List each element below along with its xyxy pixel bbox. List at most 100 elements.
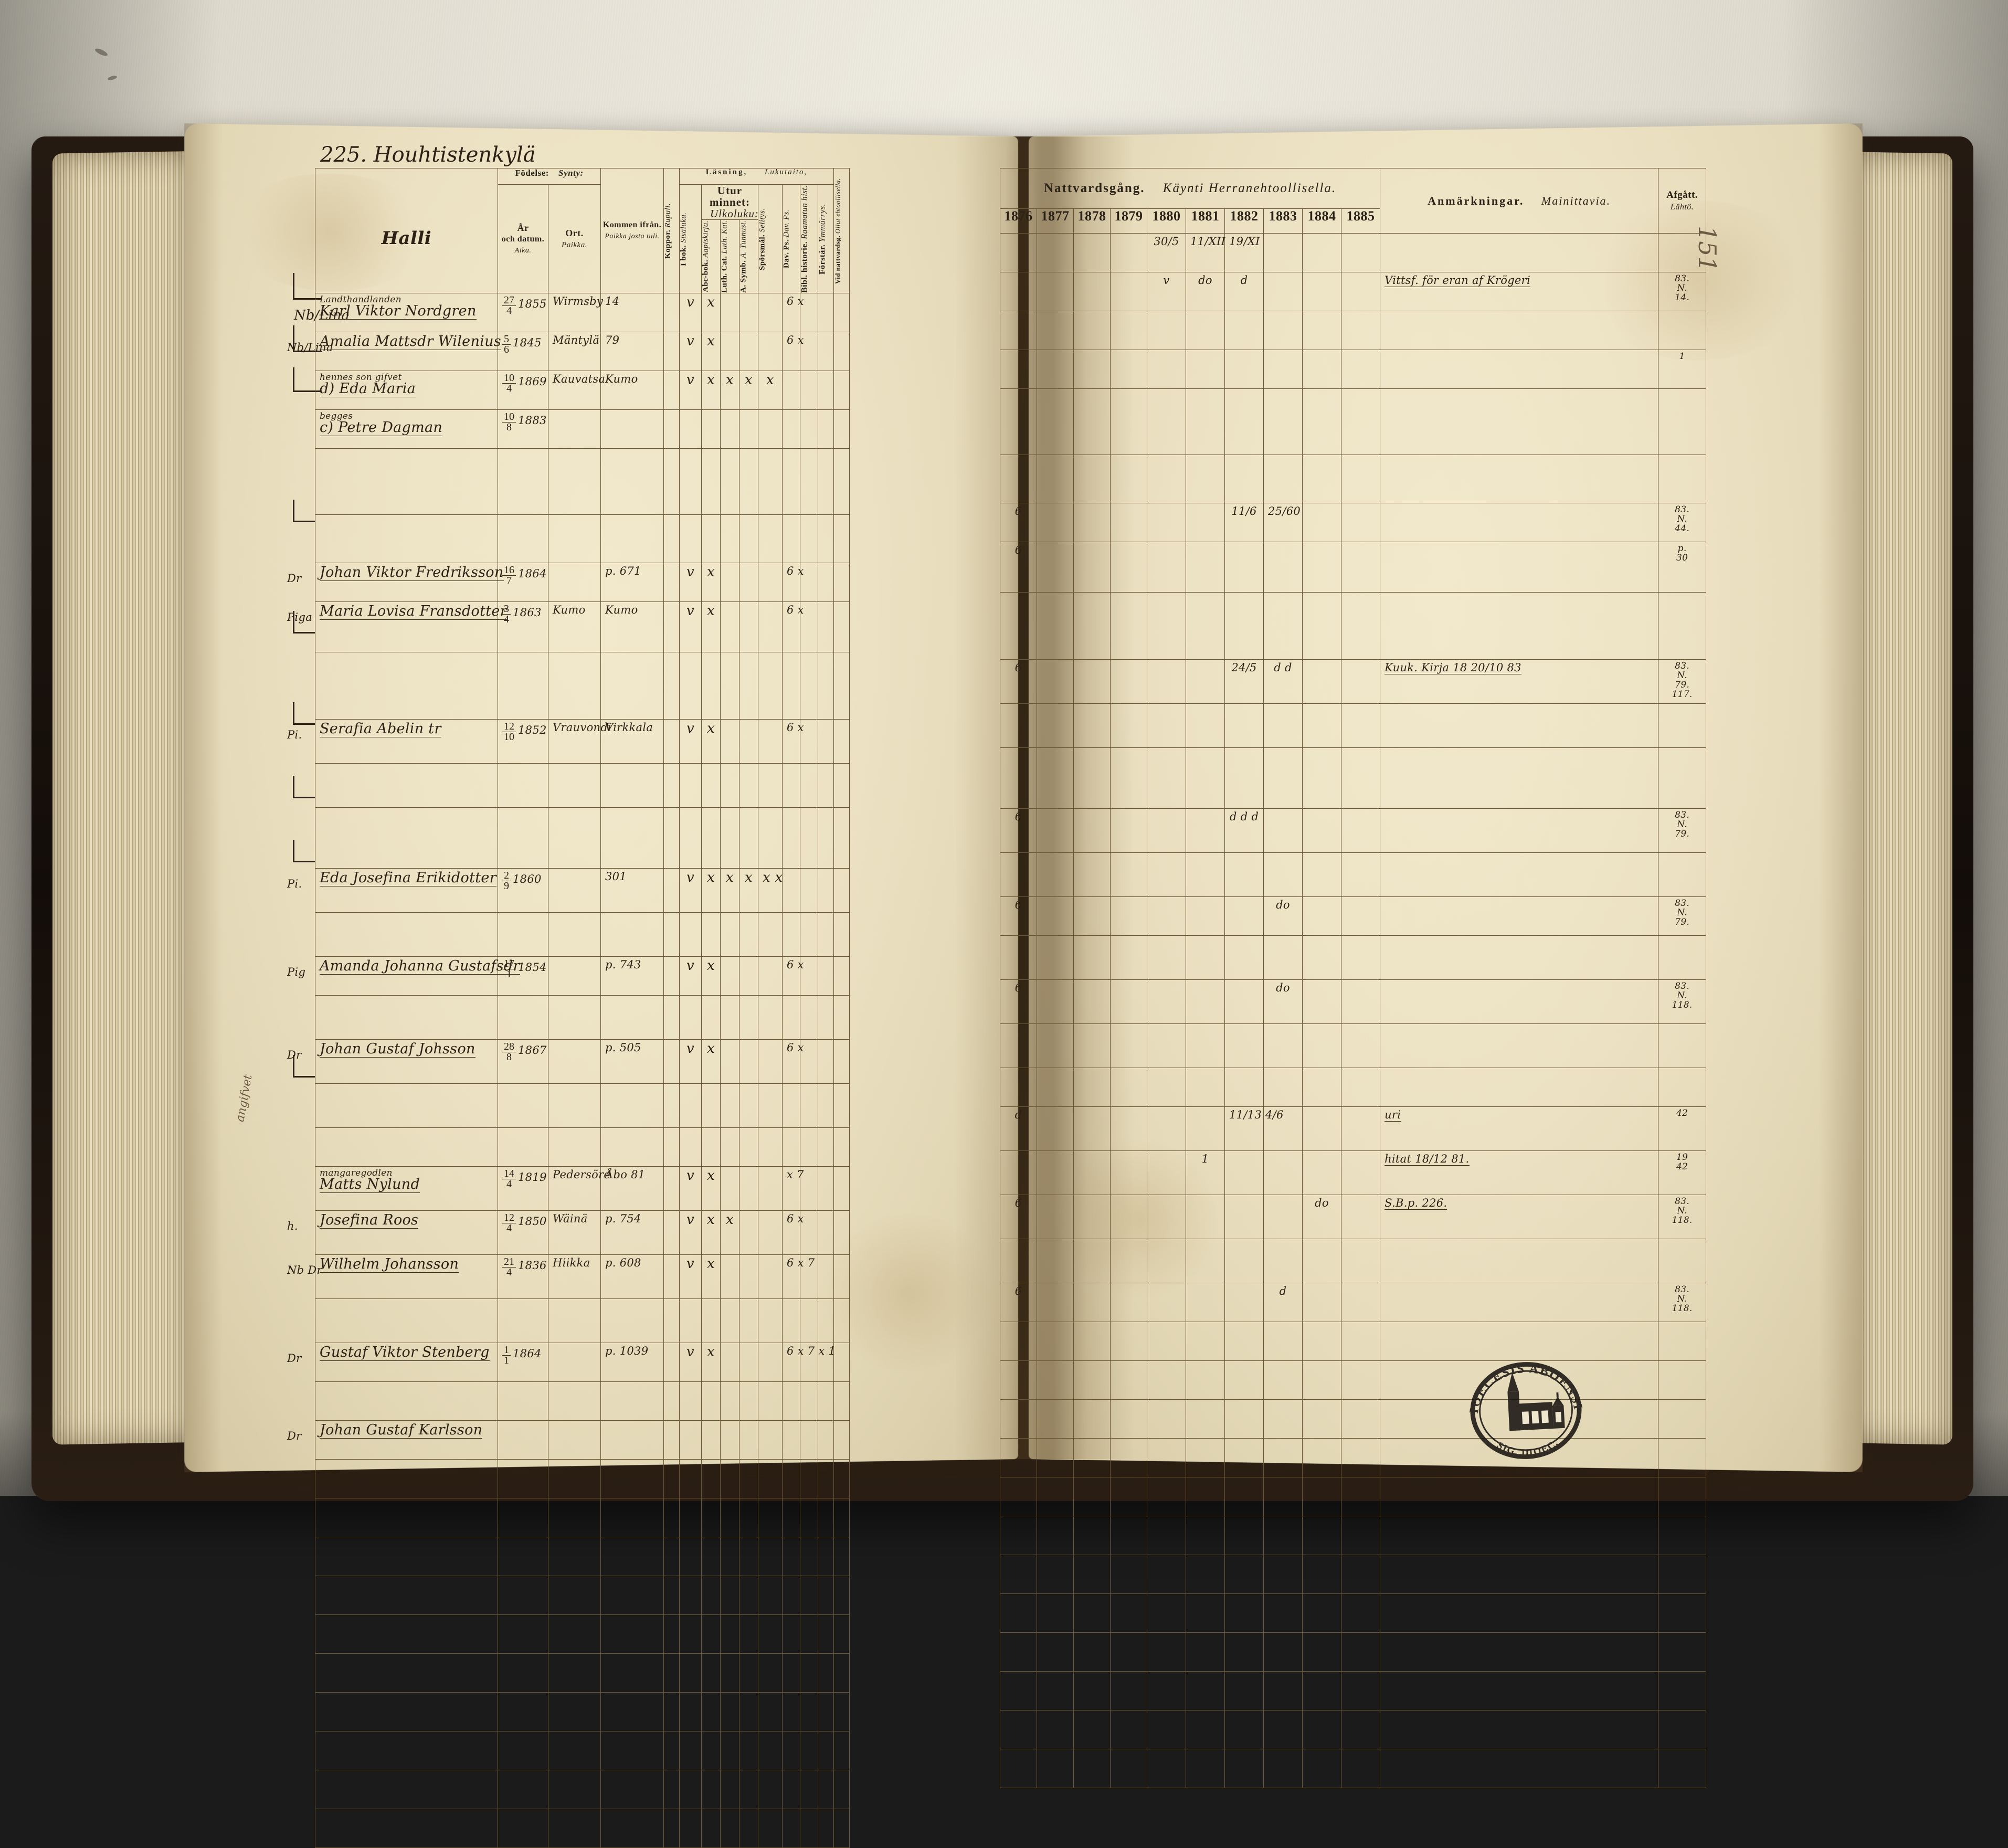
name-cell: Amanda Johanna Gustafsdr Pig: [287, 956, 520, 996]
table-row: [1000, 747, 1707, 809]
name-cell: begges c) Petre Dagman: [315, 409, 498, 449]
communion-year-1884: 1884: [1302, 208, 1341, 234]
remarks-cell: [1380, 1023, 1659, 1068]
communion-year-1881: 1881: [1186, 208, 1225, 234]
register-table-right: Nattvardsgång. Käynti Herranehtoollisell…: [999, 168, 1707, 1788]
departed-cell: [1658, 311, 1707, 350]
table-row: [315, 1083, 966, 1128]
table-row: [1000, 1593, 1707, 1633]
departed-cell: 83. N. 118.: [1658, 1195, 1707, 1239]
departed-cell: [1658, 1632, 1707, 1672]
remarks-cell: [1380, 1239, 1659, 1283]
communion-year-1880: 1880: [1147, 208, 1186, 234]
departed-cell: 83. N. 118.: [1658, 979, 1707, 1024]
table-row: 6 24/5 d d Kuuk. Kirja 18 20/10 83 83. N. …: [1000, 659, 1707, 704]
departed-cell: [1658, 1068, 1707, 1107]
status-prefix: Dr: [287, 1430, 302, 1442]
name-cell: [315, 1653, 498, 1693]
entry-bracket: [293, 325, 322, 352]
departed-cell: [1658, 1749, 1707, 1788]
table-row: Landthandlanden Karl Viktor Nordgren 27 4 18…: [315, 293, 966, 332]
remarks-cell: uri: [1380, 1106, 1659, 1151]
departed-cell: [1658, 852, 1707, 897]
departed-cell: [1658, 747, 1707, 809]
remarks-cell: [1380, 1322, 1659, 1361]
table-row: 30/5 11/XII 19/XI: [1000, 233, 1707, 272]
departed-cell: 1: [1658, 350, 1707, 389]
table-row: [315, 995, 966, 1040]
table-row: [1000, 1023, 1707, 1068]
departed-cell: 83. N. 79.: [1658, 808, 1707, 853]
name-cell: Johan Gustaf Johsson Dr: [287, 1039, 498, 1084]
remarks-cell: [1380, 1593, 1659, 1633]
birth-header-sv: Födelse:: [515, 168, 549, 178]
table-row: mangaregodlen Matts Nylund 14 4 1819 Pedersör…: [315, 1166, 966, 1211]
remarks-cell: [1380, 1283, 1659, 1322]
year-label: 1878: [1077, 208, 1106, 224]
table-row: Johan Gustaf Karlsson Dr: [287, 1420, 966, 1460]
table-row: Wilhelm Johansson Nb Dr 21 4 1836 Hiikka p. 60…: [287, 1254, 966, 1299]
person-name: Karl Viktor Nordgren: [320, 302, 477, 320]
name-cell: [315, 448, 498, 515]
name-cell: [315, 1770, 498, 1809]
table-row: v do d Vittsf. för eran af Krögeri 83. N. 1…: [1000, 272, 1707, 311]
communion-year-1878: 1878: [1073, 208, 1111, 234]
name-cell: [315, 1731, 498, 1770]
remarks-cell: [1380, 1749, 1659, 1788]
entry-bracket: [293, 500, 315, 522]
table-row: 6 p. 30: [1000, 542, 1707, 593]
table-row: [315, 807, 966, 869]
remarks-cell: [1380, 808, 1659, 853]
departed-cell: 19 42: [1658, 1150, 1707, 1195]
person-name: Johan Viktor Fredriksson: [320, 564, 504, 582]
departed-cell: [1658, 703, 1707, 748]
remarks-cell: [1380, 542, 1659, 593]
year-label: 1877: [1041, 208, 1070, 224]
name-cell: [315, 1498, 498, 1537]
table-row: [1000, 852, 1707, 897]
person-name: Josefina Roos: [320, 1212, 419, 1229]
table-row: [1000, 1749, 1707, 1788]
name-cell: [315, 1692, 498, 1731]
departed-cell: 83. N. 79.: [1658, 896, 1707, 936]
person-name: Amalia Mattsdr Wilenius: [320, 333, 501, 351]
name-cell: [315, 912, 498, 957]
departed-cell: [1658, 1477, 1707, 1516]
name-cell: [315, 1537, 498, 1576]
entry-bracket: [293, 611, 315, 633]
remarks-cell: [1380, 592, 1659, 660]
departed-cell: [1658, 1239, 1707, 1283]
birth-date-cell: 10 4 1869: [498, 371, 548, 410]
year-label: 1882: [1230, 208, 1259, 224]
entry-bracket: [293, 1055, 315, 1078]
archive-stamp: DIOECESIS ABOENSIS SIG. DIOEC.: [1462, 1351, 1591, 1470]
person-name: Wilhelm Johansson: [320, 1256, 459, 1273]
table-row: 6 d d d 83. N. 79.: [1000, 808, 1707, 853]
year-label: 1883: [1269, 208, 1297, 224]
remarks-cell: S.B.p. 226.: [1380, 1195, 1659, 1239]
table-row: [1000, 311, 1707, 350]
remarks-cell: [1380, 852, 1659, 897]
departed-cell: [1658, 1710, 1707, 1749]
table-row: [1000, 1360, 1707, 1400]
remarks-cell: [1380, 1632, 1659, 1672]
remarks-cell: [1380, 1516, 1659, 1555]
departed-cell: 83. N. 14.: [1658, 272, 1707, 311]
birthplace-header-sv: Ort.: [565, 227, 584, 238]
memory-band-sv: Utur minnet:: [710, 184, 751, 209]
person-name: Johan Gustaf Karlsson: [320, 1422, 483, 1439]
table-row: Amanda Johanna Gustafsdr Pig 17 1 1854 p. 74…: [287, 956, 966, 996]
remarks-cell: [1380, 311, 1659, 350]
table-row: 6 do 83. N. 79.: [1000, 896, 1707, 936]
person-name: Johan Gustaf Johsson: [320, 1041, 475, 1058]
table-row: [1000, 1322, 1707, 1361]
departed-header-sv: Afgått.: [1666, 189, 1698, 200]
from-header-sv: Kommen ifrån.: [603, 220, 662, 229]
table-row: 6 d 83. N. 118.: [1000, 1283, 1707, 1322]
name-cell: Eda Josefina Erikidotter Pi.: [287, 868, 498, 913]
departed-cell: [1658, 1593, 1707, 1633]
year-label: 1879: [1114, 208, 1143, 224]
person-name: Eda Josefina Erikidotter: [320, 870, 496, 887]
name-cell: [315, 1809, 498, 1848]
